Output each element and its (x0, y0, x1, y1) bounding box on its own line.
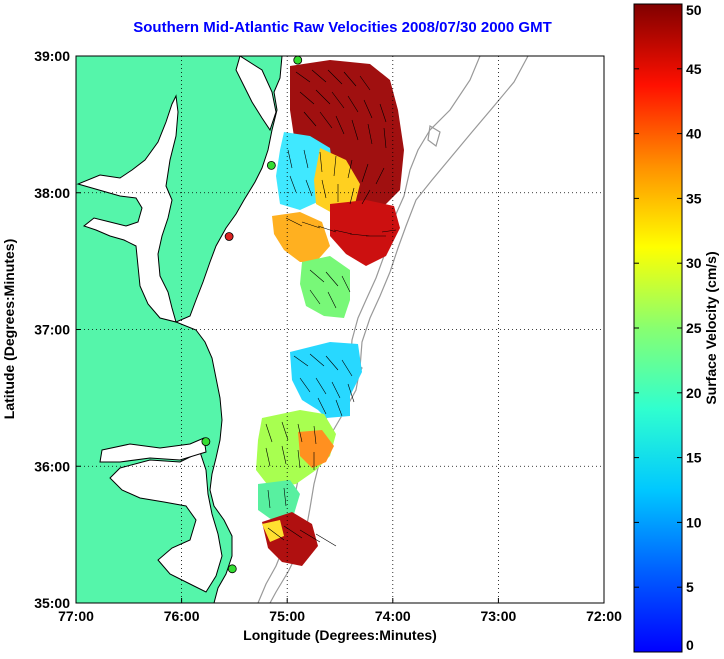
colorbar-tick-label: 0 (686, 637, 694, 653)
chesapeake-bay (76, 94, 179, 323)
velocity-patch-mid-warm (272, 212, 330, 262)
colorbar-tick-label: 35 (686, 190, 702, 206)
x-axis-label: Longitude (Degrees:Minutes) (243, 627, 437, 643)
x-tick-label: 75:00 (269, 608, 305, 624)
colorbar-tick-label: 50 (686, 2, 702, 18)
x-tick-label: 76:00 (164, 608, 200, 624)
y-tick-label: 37:00 (34, 322, 70, 338)
velocity-patch-hatteras-yellow (262, 520, 284, 542)
colorbar-tick-label: 25 (686, 320, 702, 336)
colorbar-tick-label: 15 (686, 450, 702, 466)
velocity-patch-center-cyan (290, 342, 362, 418)
map-title: Southern Mid-Atlantic Raw Velocities 200… (133, 19, 552, 36)
colorbar-ticks: 0 5 10 15 20 25 30 35 40 45 50 (634, 2, 702, 653)
velocity-vectors (265, 69, 397, 547)
delaware-bay (235, 56, 277, 132)
velocity-patch-south-mixed (256, 410, 336, 488)
station-marker (224, 232, 234, 241)
colorbar-tick-label: 40 (686, 126, 702, 142)
station-marker (227, 564, 237, 574)
colorbar-label: Surface Velocity (cm/s) (703, 251, 719, 404)
colorbar-tick-label: 45 (686, 61, 702, 77)
velocity-patch-bottom-green (258, 480, 300, 520)
colorbar-tick-label: 5 (686, 579, 694, 595)
station-marker (266, 160, 276, 170)
velocity-field (256, 60, 404, 566)
colorbar-tick-label: 30 (686, 255, 702, 271)
albemarle-sound (99, 437, 207, 463)
y-tick-label: 39:00 (34, 48, 70, 64)
velocity-patch-south-green (300, 256, 350, 318)
colorbar (633, 3, 683, 653)
velocity-patch-north-mid (314, 148, 360, 214)
y-axis-label: Latitude (Degrees:Minutes) (1, 239, 17, 419)
colorbar-tick-label: 10 (686, 514, 702, 530)
y-axis-ticks: 39:00 38:00 37:00 36:00 35:00 (34, 48, 81, 611)
y-tick-label: 35:00 (34, 595, 70, 611)
velocity-patch-south-orange (298, 430, 334, 468)
grid (76, 56, 604, 603)
x-tick-label: 73:00 (480, 608, 516, 624)
colorbar-tick-label: 20 (686, 385, 702, 401)
velocity-patch-mid-red (330, 200, 400, 266)
pamlico-sound (109, 451, 223, 593)
x-tick-label: 77:00 (58, 608, 94, 624)
x-tick-label: 74:00 (375, 608, 411, 624)
station-marker (293, 55, 303, 65)
y-tick-label: 38:00 (34, 185, 70, 201)
y-tick-label: 36:00 (34, 458, 70, 474)
x-tick-label: 72:00 (586, 608, 622, 624)
station-marker (201, 437, 211, 447)
x-axis-ticks: 77:00 76:00 75:00 74:00 73:00 72:00 (58, 598, 622, 624)
